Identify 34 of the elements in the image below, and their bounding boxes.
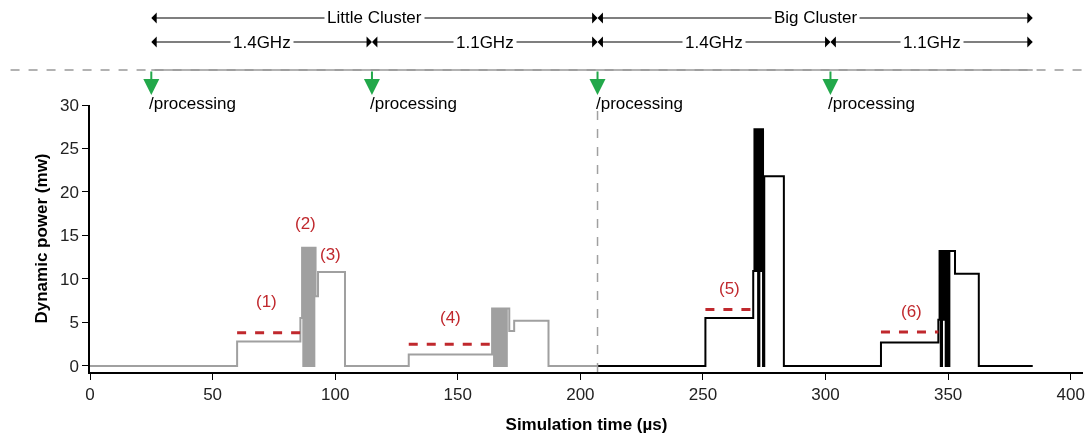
text: 1.1GHz [456, 33, 514, 52]
annotation: (3) [320, 245, 341, 264]
x-tick-label: 350 [933, 385, 963, 405]
y-tick-label: 15 [59, 226, 79, 246]
x-tick-label: 0 [85, 385, 95, 405]
x-tick-label: 300 [811, 385, 840, 405]
y-tick-label: 25 [59, 139, 79, 159]
x-tick-label: 400 [1056, 385, 1085, 405]
text: Big Cluster [774, 8, 858, 27]
y-axis-title: Dynamic power (mw) [31, 153, 51, 324]
x-tick-label: 100 [321, 385, 350, 405]
y-tick-label: 30 [59, 95, 79, 115]
annotation: /processing [370, 94, 457, 113]
annotation: (1) [256, 292, 277, 311]
text: 1.4GHz [233, 33, 291, 52]
y-tick-label: 10 [59, 269, 79, 289]
annotation: (5) [719, 279, 740, 298]
annotation: /processing [149, 94, 236, 113]
x-tick-label: 50 [203, 385, 223, 405]
annotation: (2) [295, 214, 316, 233]
annotation: (6) [901, 302, 922, 321]
x-tick-label: 150 [443, 385, 472, 405]
text: Little Cluster [327, 8, 422, 27]
annotation: /processing [596, 94, 683, 113]
annotation: (4) [440, 308, 461, 327]
annotation: /processing [828, 94, 915, 113]
y-tick-label: 20 [59, 182, 79, 202]
x-tick-label: 250 [688, 385, 718, 405]
y-tick-label: 0 [69, 356, 79, 376]
x-tick-label: 200 [566, 385, 595, 405]
x-axis-title: Simulation time (µs) [505, 415, 668, 435]
y-tick-label: 5 [69, 313, 79, 333]
text: 1.4GHz [685, 33, 743, 52]
text: 1.1GHz [903, 33, 961, 52]
